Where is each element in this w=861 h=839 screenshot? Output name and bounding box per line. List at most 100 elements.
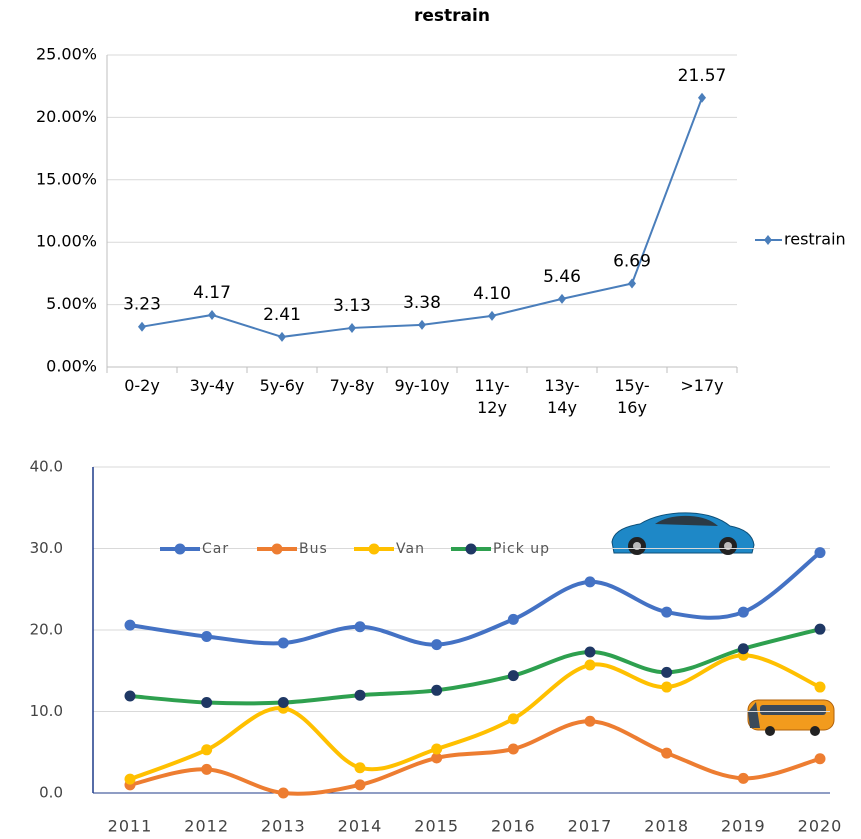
y-tick-label: 30.0 bbox=[30, 539, 63, 557]
y-tick-label: 0.00% bbox=[46, 357, 97, 376]
x-tick-label: 2016 bbox=[491, 817, 536, 836]
series-line bbox=[130, 655, 820, 779]
data-point bbox=[355, 762, 366, 773]
legend-label: Car bbox=[202, 541, 229, 557]
data-point bbox=[661, 607, 672, 618]
y-tick-label: 15.00% bbox=[36, 169, 97, 188]
data-point bbox=[738, 643, 749, 654]
chart-page: restrain 0.00% 5.00% 10.00% 15.00% 20.00% 25.0… bbox=[0, 0, 861, 839]
x-tick-label-box: 15y-16y bbox=[598, 375, 666, 425]
data-point bbox=[738, 607, 749, 618]
data-point bbox=[558, 294, 566, 304]
x-tick-label: 15y-16y bbox=[612, 375, 652, 419]
data-point bbox=[815, 547, 826, 558]
data-point bbox=[201, 744, 212, 755]
data-point bbox=[125, 620, 136, 631]
x-tick-label: 0-2y bbox=[108, 375, 176, 397]
data-point bbox=[201, 697, 212, 708]
data-point bbox=[431, 685, 442, 696]
data-point bbox=[508, 713, 519, 724]
data-label: 4.10 bbox=[473, 284, 511, 304]
y-tick-label: 20.0 bbox=[30, 621, 63, 639]
data-point bbox=[738, 773, 749, 784]
data-point bbox=[208, 310, 216, 320]
data-point bbox=[201, 631, 212, 642]
y-tick-label: 10.0 bbox=[30, 702, 63, 720]
x-tick-label: 13y-14y bbox=[542, 375, 582, 419]
data-point bbox=[628, 279, 636, 289]
x-tick-label: 2019 bbox=[721, 817, 766, 836]
data-point bbox=[348, 323, 356, 333]
legend-label: restrain bbox=[784, 230, 846, 249]
x-tick-label-box: 7y-8y bbox=[318, 375, 386, 425]
data-point bbox=[585, 716, 596, 727]
data-point bbox=[278, 638, 289, 649]
x-tick-label: 3y-4y bbox=[178, 375, 246, 397]
legend-marker bbox=[175, 544, 186, 555]
x-tick-label: 9y-10y bbox=[388, 375, 456, 397]
data-point bbox=[431, 639, 442, 650]
y-tick-label: 20.00% bbox=[36, 107, 97, 126]
data-label: 3.13 bbox=[333, 296, 371, 316]
legend-marker bbox=[764, 235, 772, 245]
x-tick-label: 7y-8y bbox=[318, 375, 386, 397]
data-label: 3.23 bbox=[123, 295, 161, 315]
data-label: 3.38 bbox=[403, 293, 441, 313]
legend-marker bbox=[466, 544, 477, 555]
data-point bbox=[815, 624, 826, 635]
x-tick-label: 2018 bbox=[644, 817, 689, 836]
data-point bbox=[508, 614, 519, 625]
y-tick-label: 25.00% bbox=[36, 45, 97, 64]
series-line bbox=[130, 553, 820, 645]
data-point bbox=[661, 682, 672, 693]
data-point bbox=[698, 93, 706, 103]
x-tick-label: 2015 bbox=[414, 817, 459, 836]
data-label: 2.41 bbox=[263, 305, 301, 325]
data-point bbox=[355, 779, 366, 790]
x-tick-label-box: 0-2y bbox=[108, 375, 176, 425]
data-point bbox=[125, 691, 136, 702]
x-tick-label: 11y-12y bbox=[472, 375, 512, 419]
y-tick-label: 40.0 bbox=[30, 458, 63, 476]
x-tick-label: 2013 bbox=[261, 817, 306, 836]
x-tick-label-box: 11y-12y bbox=[458, 375, 526, 425]
x-tick-label: 5y-6y bbox=[248, 375, 316, 397]
legend-marker bbox=[272, 544, 283, 555]
y-tick-label: 0.0 bbox=[39, 784, 63, 802]
data-label: 21.57 bbox=[678, 66, 727, 86]
data-point bbox=[815, 753, 826, 764]
data-point bbox=[125, 774, 136, 785]
data-point bbox=[355, 690, 366, 701]
data-point bbox=[431, 743, 442, 754]
data-point bbox=[201, 764, 212, 775]
data-point bbox=[508, 743, 519, 754]
data-point bbox=[278, 697, 289, 708]
y-tick-label: 5.00% bbox=[46, 294, 97, 313]
y-tick-label: 10.00% bbox=[36, 232, 97, 251]
data-point bbox=[585, 576, 596, 587]
x-tick-label: 2014 bbox=[338, 817, 383, 836]
x-tick-label-box: 9y-10y bbox=[388, 375, 456, 425]
data-point bbox=[661, 748, 672, 759]
x-tick-label-box: 5y-6y bbox=[248, 375, 316, 425]
data-label: 6.69 bbox=[613, 252, 651, 272]
x-tick-label: >17y bbox=[668, 375, 736, 397]
x-tick-label: 2012 bbox=[184, 817, 229, 836]
x-tick-label-box: >17y bbox=[668, 375, 736, 425]
data-point bbox=[355, 621, 366, 632]
x-tick-label-box: 3y-4y bbox=[178, 375, 246, 425]
data-point bbox=[278, 788, 289, 799]
x-tick-label: 2020 bbox=[798, 817, 843, 836]
x-tick-label: 2017 bbox=[568, 817, 613, 836]
x-tick-label: 2011 bbox=[108, 817, 153, 836]
data-point bbox=[585, 647, 596, 658]
data-point bbox=[585, 660, 596, 671]
bus-icon bbox=[748, 700, 834, 736]
data-point bbox=[661, 667, 672, 678]
data-point bbox=[488, 311, 496, 321]
data-point bbox=[138, 322, 146, 332]
legend-label: Pick up bbox=[493, 541, 550, 557]
data-point bbox=[815, 682, 826, 693]
legend-marker bbox=[369, 544, 380, 555]
chart-title: restrain bbox=[414, 6, 490, 26]
